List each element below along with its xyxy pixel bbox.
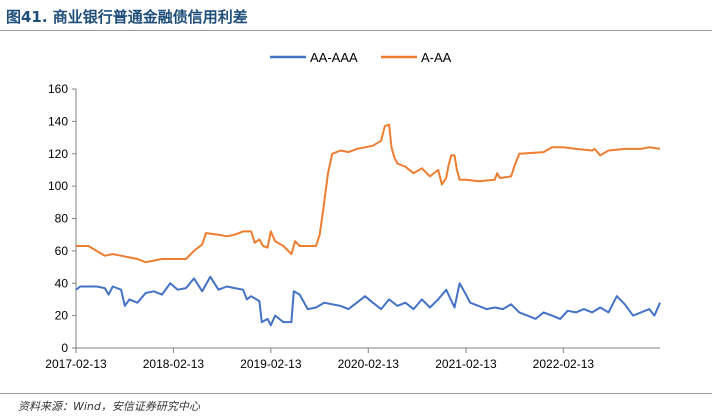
x-tick-label: 2022-02-13 bbox=[533, 357, 595, 371]
legend-label-a-aa: A-AA bbox=[421, 50, 452, 65]
y-tick-label: 20 bbox=[55, 309, 69, 323]
y-tick-label: 80 bbox=[55, 212, 69, 226]
y-tick-label: 0 bbox=[61, 341, 68, 355]
chart-title: 图41. 商业银行普通金融债信用利差 bbox=[6, 8, 248, 26]
source-note: 资料来源：Wind，安信证券研究中心 bbox=[18, 400, 200, 413]
x-tick-label: 2019-02-13 bbox=[240, 357, 302, 371]
line-chart: AA-AAA A-AA 0 20 40 60 80 100 120 140 160 2017-02-… bbox=[45, 50, 661, 371]
axes: 0 20 40 60 80 100 120 140 160 2017-02-13 2018-02-1… bbox=[45, 82, 660, 371]
x-tick-label: 2020-02-13 bbox=[338, 357, 400, 371]
legend: AA-AAA A-AA bbox=[270, 50, 452, 65]
title-bar: 图41. 商业银行普通金融债信用利差 bbox=[0, 0, 712, 31]
x-tick-label: 2018-02-13 bbox=[143, 357, 205, 371]
series-line-a-aa bbox=[76, 123, 661, 264]
legend-label-aa-aaa: AA-AAA bbox=[310, 50, 358, 65]
y-tick-label: 140 bbox=[48, 114, 68, 128]
y-tick-label: 60 bbox=[55, 244, 69, 258]
source-bar: 资料来源：Wind，安信证券研究中心 bbox=[0, 393, 712, 417]
series-group bbox=[75, 123, 661, 327]
y-tick-label: 100 bbox=[48, 179, 68, 193]
series-line-aa-aaa bbox=[75, 275, 661, 327]
y-tick-label: 120 bbox=[48, 147, 68, 161]
x-tick-label: 2017-02-13 bbox=[45, 357, 107, 371]
y-tick-label: 160 bbox=[48, 82, 68, 96]
x-tick-label: 2021-02-13 bbox=[435, 357, 497, 371]
y-tick-label: 40 bbox=[55, 276, 69, 290]
